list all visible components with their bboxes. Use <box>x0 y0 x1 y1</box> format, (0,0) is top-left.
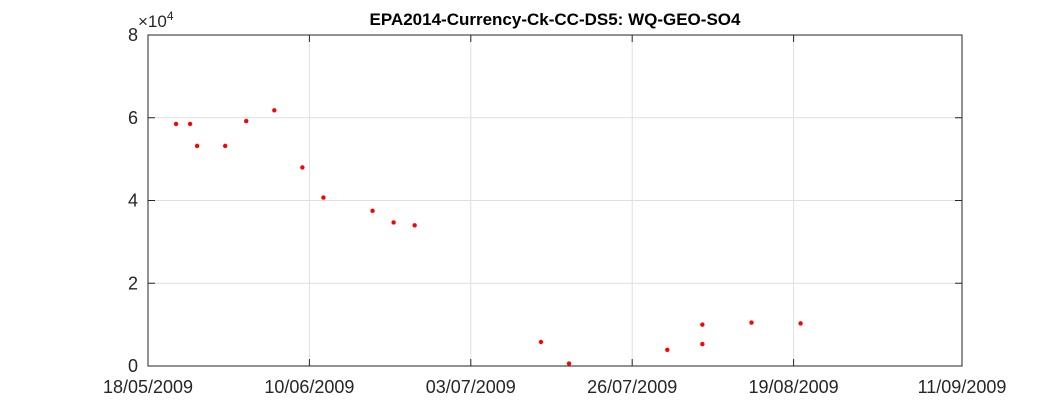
data-point <box>700 341 705 347</box>
data-point <box>194 143 200 149</box>
y-axis-exponent-base: ×10 <box>138 12 167 31</box>
y-axis-exponent-power: 4 <box>167 9 174 23</box>
data-point <box>244 118 249 124</box>
y-tick-label: 2 <box>128 273 138 293</box>
x-tick-label: 18/05/2009 <box>103 377 193 397</box>
y-axis-tick-labels: 0 2 4 6 8 <box>128 25 138 376</box>
chart-title: EPA2014-Currency-Ck-CC-DS5: WQ-GEO-SO4 <box>370 10 741 29</box>
y-axis-exponent: ×104 <box>138 9 174 31</box>
data-point <box>538 339 544 345</box>
x-tick-label: 26/07/2009 <box>587 377 677 397</box>
data-point <box>700 322 705 327</box>
y-tick-label: 4 <box>128 191 138 211</box>
data-point <box>798 321 803 326</box>
x-tick-label: 10/06/2009 <box>264 377 354 397</box>
y-tick-label: 8 <box>128 25 138 45</box>
y-tick-label: 0 <box>128 356 138 376</box>
data-point <box>412 223 417 228</box>
data-point <box>222 143 228 149</box>
data-point <box>272 108 277 113</box>
grid-lines <box>148 35 962 366</box>
x-tick-label: 11/09/2009 <box>918 377 1007 397</box>
data-point <box>300 165 305 170</box>
x-axis-tick-labels: 18/05/2009 10/06/2009 03/07/2009 26/07/2009… <box>103 377 1006 397</box>
data-point <box>566 361 572 366</box>
data-point <box>391 220 396 225</box>
y-tick-label: 6 <box>128 108 138 128</box>
x-tick-label: 19/08/2009 <box>749 377 839 397</box>
data-point <box>321 195 326 200</box>
data-point <box>173 121 179 127</box>
data-points <box>173 108 803 366</box>
data-point <box>665 347 670 353</box>
data-point <box>187 121 193 127</box>
x-tick-label: 03/07/2009 <box>426 377 516 397</box>
data-point <box>370 208 375 214</box>
tick-marks <box>147 34 963 367</box>
data-point <box>749 320 754 325</box>
